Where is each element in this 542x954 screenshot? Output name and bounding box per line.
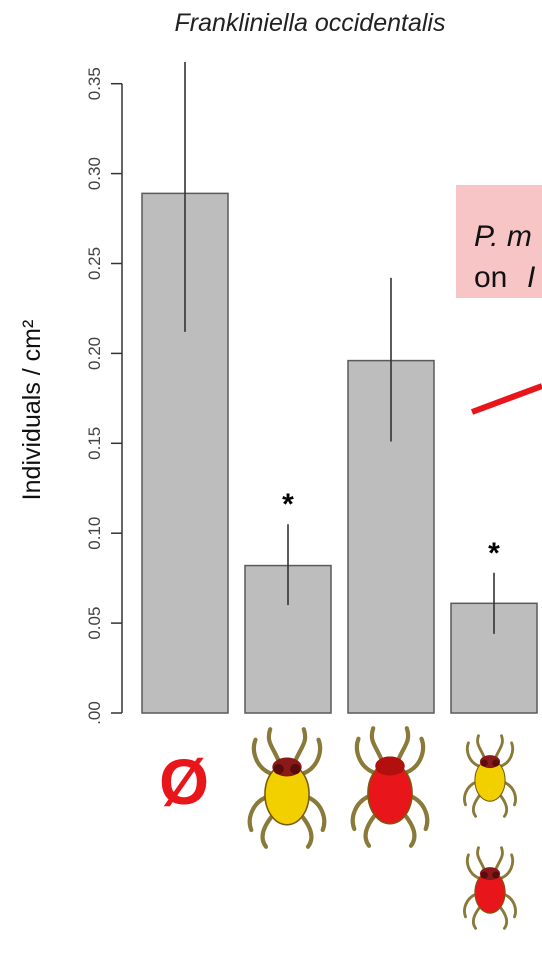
red-mite-icon	[353, 728, 427, 846]
error-bars	[184, 62, 495, 634]
significance-star: *	[282, 488, 294, 521]
callout-line-1: P. m	[474, 220, 532, 253]
significance-marks: **	[282, 488, 500, 570]
empty-control-symbol: Ø	[159, 746, 209, 818]
callout-arrow	[470, 383, 542, 415]
callout-box: P. m on I	[456, 185, 542, 298]
y-tick-label: 0.25	[85, 247, 104, 280]
y-tick-label: 0.15	[85, 427, 104, 460]
y-axis: .00 0.05 0.10 0.15 0.20 0.25 0.30 0.35	[85, 67, 123, 725]
y-tick-label: .00	[85, 701, 104, 725]
y-tick-label: 0.30	[85, 157, 104, 190]
callout-background	[456, 185, 542, 298]
red-mite-small-icon	[463, 846, 517, 930]
significance-star: *	[488, 537, 500, 570]
y-axis-label: Individuals / cm²	[18, 320, 46, 501]
y-tick-label: 0.35	[85, 67, 104, 100]
yellow-and-red-mite-icon	[463, 734, 517, 930]
y-tick-label: 0.05	[85, 607, 104, 640]
callout-line-2: on	[474, 261, 507, 294]
y-tick-label: 0.10	[85, 517, 104, 550]
yellow-mite-icon	[250, 729, 324, 847]
y-tick-label: 0.20	[85, 337, 104, 370]
callout-italic-fragment: I	[527, 261, 535, 294]
yellow-mite-small-icon	[463, 734, 517, 818]
chart-title: Frankliniella occidentalis	[175, 9, 446, 37]
